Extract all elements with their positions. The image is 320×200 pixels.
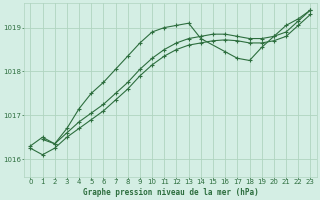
X-axis label: Graphe pression niveau de la mer (hPa): Graphe pression niveau de la mer (hPa) <box>83 188 258 197</box>
